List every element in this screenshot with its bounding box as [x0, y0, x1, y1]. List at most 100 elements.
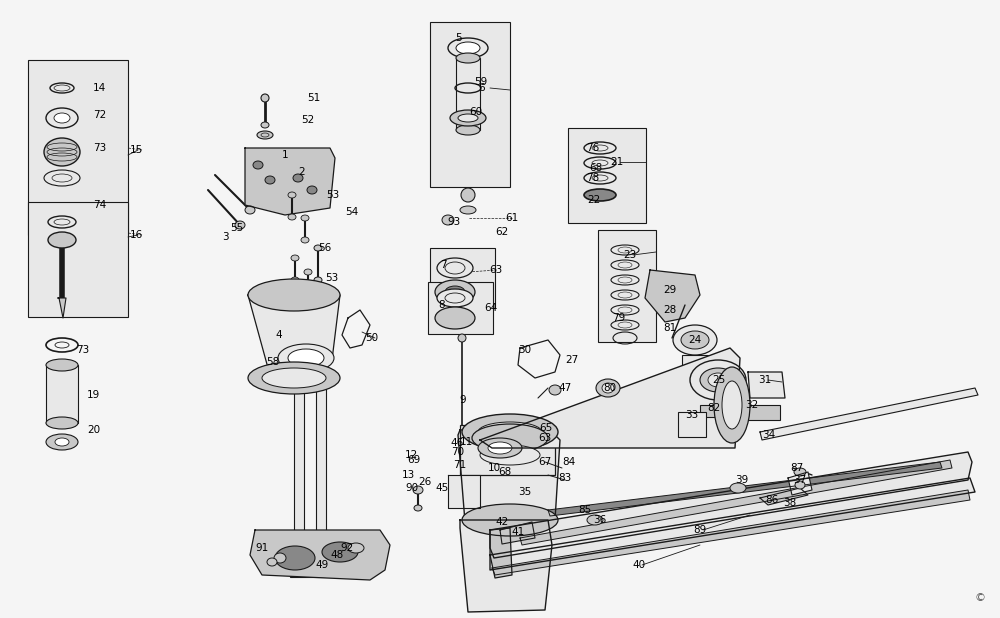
Ellipse shape — [458, 334, 466, 342]
Ellipse shape — [261, 122, 269, 128]
Text: 10: 10 — [488, 463, 501, 473]
Ellipse shape — [245, 206, 255, 214]
Ellipse shape — [301, 237, 309, 243]
Text: 53: 53 — [326, 190, 339, 200]
Ellipse shape — [274, 553, 286, 563]
Text: 40: 40 — [632, 560, 645, 570]
Text: 78: 78 — [586, 173, 599, 183]
Ellipse shape — [722, 381, 742, 429]
Polygon shape — [490, 528, 512, 578]
Text: 68: 68 — [498, 467, 511, 477]
Text: 41: 41 — [511, 527, 524, 537]
Text: 82: 82 — [707, 403, 720, 413]
Text: 68: 68 — [589, 163, 602, 173]
Bar — [460, 425, 555, 475]
Ellipse shape — [478, 422, 542, 442]
Text: 89: 89 — [693, 525, 706, 535]
Text: 61: 61 — [505, 213, 518, 223]
Ellipse shape — [450, 110, 486, 126]
Text: 47: 47 — [558, 383, 571, 393]
Polygon shape — [548, 462, 942, 516]
Text: 76: 76 — [586, 143, 599, 153]
Ellipse shape — [714, 367, 750, 443]
Text: 4: 4 — [275, 330, 282, 340]
Text: 28: 28 — [663, 305, 676, 315]
Text: 53: 53 — [325, 273, 338, 283]
Bar — [430, 22, 510, 187]
Text: 71: 71 — [453, 460, 466, 470]
Polygon shape — [760, 488, 808, 505]
Text: 51: 51 — [307, 93, 320, 103]
Ellipse shape — [700, 368, 736, 392]
Text: 23: 23 — [623, 250, 636, 260]
Bar — [678, 412, 706, 437]
Text: 63: 63 — [538, 433, 551, 443]
Text: 26: 26 — [418, 477, 431, 487]
Ellipse shape — [304, 291, 312, 297]
Ellipse shape — [596, 379, 620, 397]
Bar — [290, 565, 330, 577]
Ellipse shape — [46, 417, 78, 429]
Polygon shape — [58, 298, 66, 318]
Text: 80: 80 — [603, 383, 616, 393]
Polygon shape — [645, 270, 700, 322]
Bar — [738, 405, 780, 420]
Text: 7: 7 — [440, 260, 447, 270]
Polygon shape — [788, 472, 812, 495]
Ellipse shape — [291, 277, 299, 283]
Bar — [700, 405, 728, 417]
Text: 59: 59 — [474, 77, 487, 87]
Text: 73: 73 — [93, 143, 106, 153]
Ellipse shape — [445, 286, 465, 298]
Ellipse shape — [587, 515, 603, 525]
Text: 33: 33 — [685, 410, 698, 420]
Ellipse shape — [304, 269, 312, 275]
Ellipse shape — [480, 445, 540, 465]
Text: 42: 42 — [495, 517, 508, 527]
Ellipse shape — [708, 373, 728, 387]
Text: 20: 20 — [87, 425, 100, 435]
Ellipse shape — [690, 360, 746, 400]
Ellipse shape — [288, 214, 296, 220]
Text: 52: 52 — [301, 115, 314, 125]
Text: 55: 55 — [230, 223, 243, 233]
Text: 91: 91 — [255, 543, 268, 553]
Ellipse shape — [413, 486, 423, 494]
Ellipse shape — [435, 307, 475, 329]
Text: 49: 49 — [315, 560, 328, 570]
Ellipse shape — [602, 383, 614, 393]
Polygon shape — [248, 295, 340, 368]
Ellipse shape — [46, 359, 78, 371]
Ellipse shape — [681, 331, 709, 349]
Bar — [294, 375, 304, 567]
Text: 16: 16 — [130, 230, 143, 240]
Bar — [46, 365, 78, 423]
Text: 22: 22 — [587, 195, 600, 205]
Ellipse shape — [437, 289, 473, 307]
Text: 45: 45 — [435, 483, 448, 493]
Ellipse shape — [261, 94, 269, 102]
Ellipse shape — [414, 505, 422, 511]
Ellipse shape — [293, 174, 303, 182]
Bar — [316, 375, 326, 567]
Text: 83: 83 — [558, 473, 571, 483]
Text: 36: 36 — [593, 515, 606, 525]
Text: 8: 8 — [438, 300, 445, 310]
Ellipse shape — [288, 349, 324, 367]
Bar — [28, 202, 128, 317]
Ellipse shape — [795, 481, 805, 489]
Polygon shape — [448, 475, 480, 508]
Ellipse shape — [46, 108, 78, 128]
Text: 13: 13 — [402, 470, 415, 480]
Text: 46: 46 — [450, 438, 463, 448]
Ellipse shape — [462, 414, 558, 450]
Ellipse shape — [478, 438, 522, 458]
Ellipse shape — [257, 131, 273, 139]
Ellipse shape — [460, 206, 476, 214]
Text: 3: 3 — [222, 232, 229, 242]
Text: 60: 60 — [469, 107, 482, 117]
Text: 12: 12 — [405, 450, 418, 460]
Text: 14: 14 — [93, 83, 106, 93]
Bar — [428, 282, 493, 334]
Ellipse shape — [448, 38, 488, 58]
